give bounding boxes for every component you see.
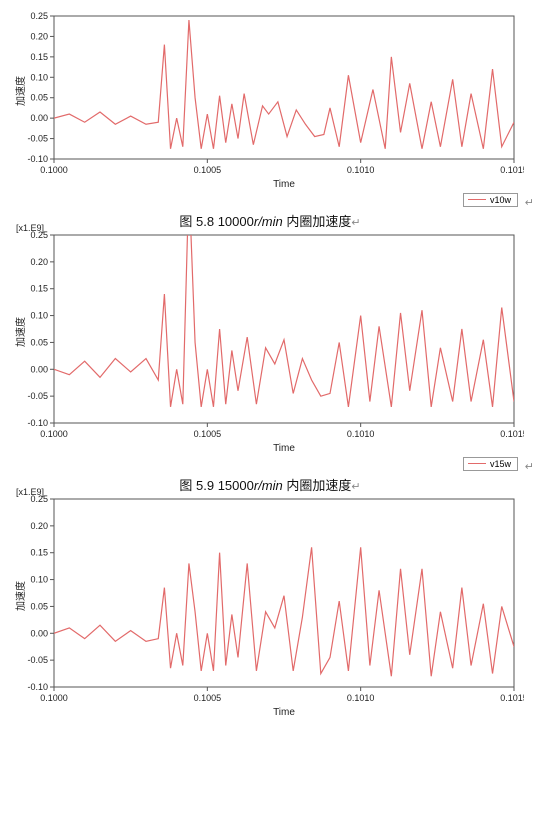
svg-text:0.15: 0.15 [30, 52, 48, 62]
y-scale-note: [x1.E9] [16, 487, 44, 497]
legend-label: v15w [490, 459, 511, 469]
y-axis-label: 加速度 [12, 581, 27, 611]
svg-text:0.00: 0.00 [30, 364, 48, 374]
svg-text:Time: Time [273, 443, 295, 453]
svg-text:0.20: 0.20 [30, 521, 48, 531]
y-axis-label: 加速度 [12, 76, 27, 106]
svg-text:0.10: 0.10 [30, 575, 48, 585]
svg-text:-0.10: -0.10 [27, 682, 48, 692]
svg-text:-0.05: -0.05 [27, 134, 48, 144]
svg-text:0.1015: 0.1015 [500, 693, 524, 703]
legend: v10w [463, 193, 518, 207]
chart-panel: 加速度 -0.10 -0.05 0.00 0.05 0.10 0.15 0.20 0.25 0.1… [4, 4, 524, 189]
legend-swatch [468, 199, 486, 201]
legend-label: v10w [490, 195, 511, 205]
return-glyph-icon: ↵ [525, 460, 534, 473]
svg-text:0.25: 0.25 [30, 11, 48, 21]
svg-text:0.20: 0.20 [30, 31, 48, 41]
svg-text:0.10: 0.10 [30, 311, 48, 321]
caption-row: v15w↵图 5.9 15000r/min 内圈加速度↵ [4, 457, 536, 483]
chart-svg: -0.10-0.050.000.050.100.150.200.250.1000… [4, 223, 524, 453]
svg-text:0.1005: 0.1005 [194, 693, 222, 703]
svg-text:0.15: 0.15 [30, 548, 48, 558]
svg-text:0.05: 0.05 [30, 93, 48, 103]
chart-panel: 加速度 [x1.E9] -0.10 -0.05 0.00 0.05 0.10 0.15 0.20… [4, 223, 524, 453]
svg-text:Time: Time [273, 179, 295, 189]
svg-text:0.1010: 0.1010 [347, 429, 375, 439]
svg-text:0.1010: 0.1010 [347, 693, 375, 703]
legend: v15w [463, 457, 518, 471]
svg-text:-0.10: -0.10 [27, 418, 48, 428]
svg-text:0.1000: 0.1000 [40, 693, 68, 703]
legend-swatch [468, 463, 486, 465]
svg-text:0.1015: 0.1015 [500, 429, 524, 439]
chart-svg: -0.10 -0.05 0.00 0.05 0.10 0.15 0.20 0.25 0.1000… [4, 4, 524, 189]
y-scale-note: [x1.E9] [16, 223, 44, 233]
chart-svg: -0.10-0.050.000.050.100.150.200.250.1000… [4, 487, 524, 717]
svg-text:0.1005: 0.1005 [194, 429, 222, 439]
svg-text:0.20: 0.20 [30, 257, 48, 267]
chart-panel: 加速度 [x1.E9] -0.10 -0.05 0.00 0.05 0.10 0.15 0.20… [4, 487, 524, 717]
svg-text:0.00: 0.00 [30, 628, 48, 638]
svg-text:0.1000: 0.1000 [40, 429, 68, 439]
y-axis-label: 加速度 [12, 317, 27, 347]
svg-text:0.1010: 0.1010 [347, 165, 375, 175]
caption-row: v10w↵图 5.8 10000r/min 内圈加速度↵ [4, 193, 536, 219]
svg-text:0.05: 0.05 [30, 337, 48, 347]
svg-text:-0.10: -0.10 [27, 154, 48, 164]
svg-text:0.1015: 0.1015 [500, 165, 524, 175]
return-glyph-icon: ↵ [525, 196, 534, 209]
svg-text:-0.05: -0.05 [27, 391, 48, 401]
svg-text:0.1005: 0.1005 [194, 165, 222, 175]
svg-text:0.00: 0.00 [30, 113, 48, 123]
svg-text:0.05: 0.05 [30, 601, 48, 611]
svg-text:-0.05: -0.05 [27, 655, 48, 665]
svg-text:0.1000: 0.1000 [40, 165, 68, 175]
svg-text:0.15: 0.15 [30, 284, 48, 294]
svg-text:0.10: 0.10 [30, 72, 48, 82]
svg-text:Time: Time [273, 707, 295, 717]
